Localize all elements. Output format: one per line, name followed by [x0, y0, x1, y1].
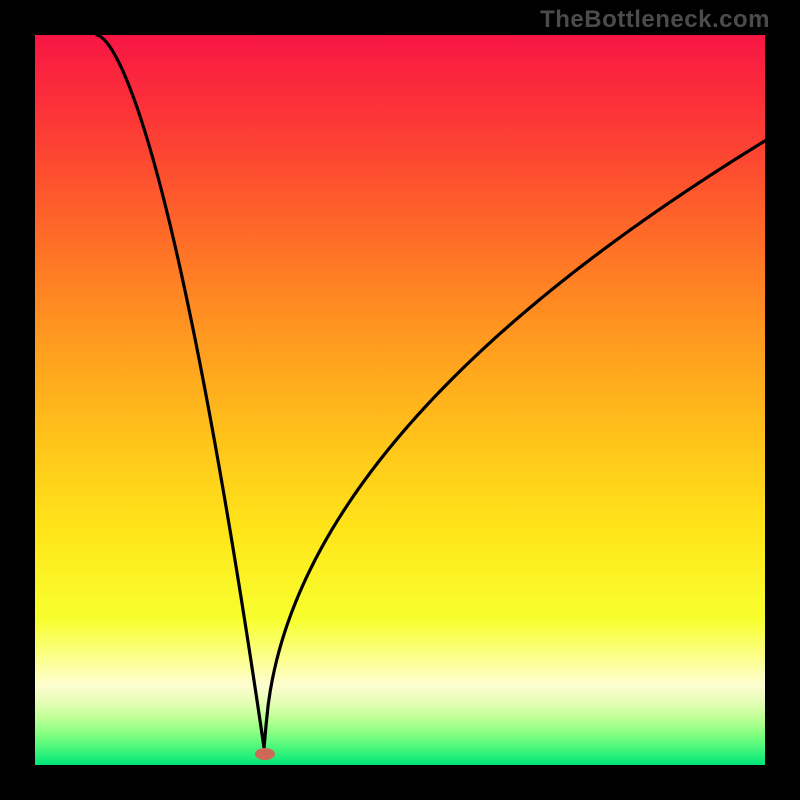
chart-container: TheBottleneck.com [0, 0, 800, 800]
plot-area [35, 35, 765, 765]
gradient-background [35, 35, 765, 765]
watermark-text: TheBottleneck.com [540, 6, 770, 34]
minimum-marker [255, 748, 275, 760]
